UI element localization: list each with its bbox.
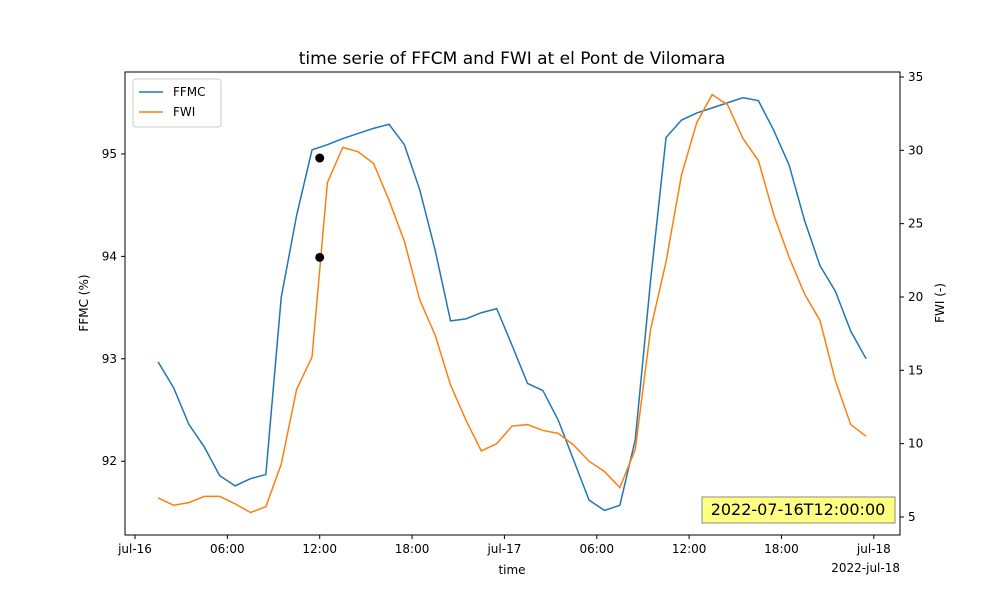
x-tick-label: jul-18 xyxy=(856,542,891,556)
annotation-box xyxy=(701,496,896,524)
y-tick-label: 92 xyxy=(102,454,117,468)
legend-box xyxy=(132,78,222,128)
y2-tick-label: 15 xyxy=(908,363,923,377)
y2-tick-label: 25 xyxy=(908,217,923,231)
y2-axis-label: FWI (-) xyxy=(933,283,947,323)
x-tick-label: 06:00 xyxy=(579,542,614,556)
x-tick-label: 12:00 xyxy=(302,542,337,556)
series-line xyxy=(157,93,867,514)
series-line xyxy=(157,96,867,512)
plot-frame xyxy=(124,71,901,536)
y2-tick-label: 35 xyxy=(908,70,923,84)
y2-tick-label: 5 xyxy=(908,510,916,524)
y2-tick-label: 30 xyxy=(908,143,923,157)
y2-tick-label: 10 xyxy=(908,437,923,451)
highlight-point xyxy=(315,252,325,262)
legend-label: FFMC xyxy=(173,85,206,99)
x-tick-label: 06:00 xyxy=(210,542,245,556)
chart-title: time serie of FFCM and FWI at el Pont de… xyxy=(299,49,726,69)
y2-tick-label: 20 xyxy=(908,290,923,304)
y-tick-label: 94 xyxy=(102,249,117,263)
annotation: 2022-07-16T12:00:00 xyxy=(711,500,886,519)
x-offset-label: 2022-jul-18 xyxy=(831,561,900,575)
x-axis-label: time xyxy=(498,563,525,577)
x-tick-label: jul-16 xyxy=(117,542,152,556)
highlight-point xyxy=(315,153,325,163)
y-axis-label: FFMC (%) xyxy=(77,274,91,331)
x-tick-label: 18:00 xyxy=(395,542,430,556)
legend-label: FWI xyxy=(173,105,195,119)
y-tick-label: 95 xyxy=(102,147,117,161)
y-tick-label: 93 xyxy=(102,352,117,366)
x-tick-label: 12:00 xyxy=(672,542,707,556)
x-tick-label: 18:00 xyxy=(764,542,799,556)
x-tick-label: jul-17 xyxy=(486,542,521,556)
